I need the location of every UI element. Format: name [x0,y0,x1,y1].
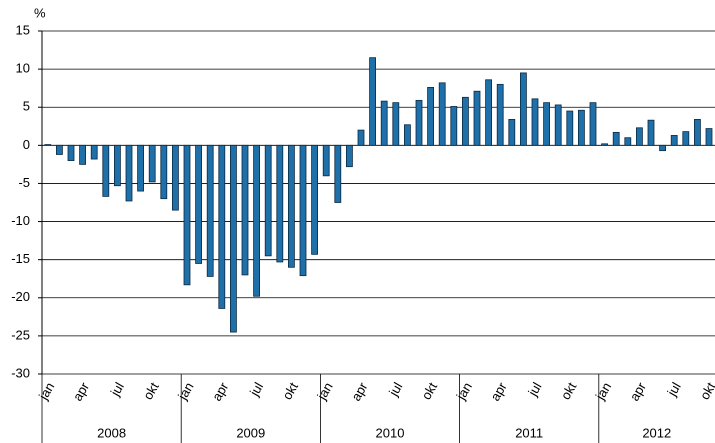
y-tick-label: -20 [11,289,30,304]
x-tick-label: jan [453,380,475,403]
bar [299,144,307,277]
bar [427,87,435,146]
bar [195,144,203,264]
x-tick-label: jan [35,380,57,403]
bar [264,144,272,257]
year-label: 2011 [515,425,543,440]
y-tick-label: -5 [18,175,30,190]
bar [369,57,377,146]
x-tick-label: jan [174,380,196,403]
x-tick-label: apr [627,379,650,403]
bar [160,144,168,200]
bar [473,90,481,146]
y-tick-label: 15 [16,22,30,37]
x-tick-label: jul [664,380,684,400]
bar [624,137,632,146]
bar [496,83,504,146]
bar [287,144,295,268]
bar [682,131,690,146]
x-tick-label: jul [525,380,545,400]
bar [578,109,585,146]
bar [229,144,237,333]
y-tick-label: 5 [23,99,30,114]
year-label: 2008 [97,425,126,440]
bar [670,135,678,146]
bar [601,143,608,146]
y-tick-label: 10 [16,61,30,76]
bar [102,144,110,197]
bar [253,144,261,297]
bar [694,119,701,146]
x-tick-label: okt [419,379,441,402]
bar [612,131,620,146]
bar [566,110,574,146]
bar [520,72,527,146]
bar [403,124,411,146]
bar [589,102,597,146]
bar [171,144,179,211]
x-tick-label: apr [209,379,232,403]
bar [241,144,249,276]
bar [636,127,643,146]
bar [183,144,191,286]
bar [137,144,145,192]
bar [380,100,388,146]
bar [125,144,133,202]
x-tick-label: jul [246,380,266,400]
bar [415,99,423,146]
bar [322,144,330,177]
x-tick-label: okt [279,379,301,402]
bar [44,144,52,146]
bar [392,102,400,146]
bar [67,144,75,161]
x-tick-label: jan [314,380,336,403]
year-label: 2010 [376,425,405,440]
bar [461,96,469,146]
x-tick-label: jul [385,380,405,400]
bar [90,144,98,160]
y-tick-label: -15 [11,251,30,266]
x-tick-label: apr [487,379,510,403]
bar [450,106,458,146]
y-tick-label: -30 [11,365,30,380]
y-tick-label: -10 [11,213,30,228]
x-tick-label: okt [697,379,715,402]
bar [485,79,493,146]
x-tick-label: apr [348,379,371,403]
bar [357,129,365,146]
y-tick-label: -25 [11,327,30,342]
x-tick-label: okt [140,379,162,402]
bar [148,144,156,183]
bar [543,102,550,146]
bar [531,98,539,146]
bar [79,144,86,165]
bar [705,128,713,146]
y-axis-label: % [34,5,46,20]
bar [554,104,562,146]
bar [508,119,516,146]
year-label: 2009 [236,425,265,440]
bar [659,144,666,152]
bar [438,82,446,146]
bar [647,119,655,146]
bar [56,144,63,155]
x-tick-label: apr [70,379,93,403]
bar [345,144,353,168]
bar [334,144,342,203]
x-tick-label: okt [558,379,580,402]
bar [311,144,319,255]
bar [114,144,121,187]
x-tick-label: jul [107,380,127,400]
y-tick-label: 0 [23,137,30,152]
year-label: 2012 [642,425,671,440]
bar [206,144,214,277]
bar [276,144,284,263]
bar [218,144,226,309]
x-tick-label: jan [592,380,614,403]
